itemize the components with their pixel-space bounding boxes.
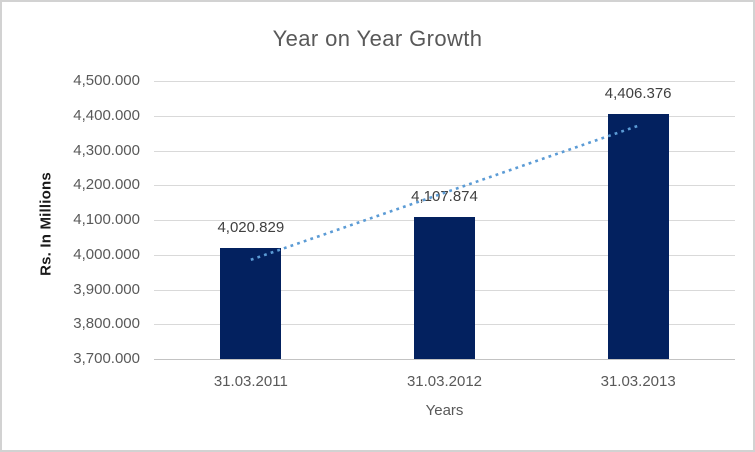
x-axis-title: Years xyxy=(425,402,464,419)
bar xyxy=(607,113,669,359)
y-tick-label: 3,900.000 xyxy=(73,280,140,298)
bar-value-label: 4,020.829 xyxy=(217,218,285,236)
bar-value-label: 4,107.874 xyxy=(411,188,478,206)
gridline xyxy=(154,81,735,82)
y-tick-label: 4,400.000 xyxy=(73,106,140,124)
x-axis-line xyxy=(154,359,735,360)
chart-title: Year on Year Growth xyxy=(272,26,483,51)
y-tick-label: 3,800.000 xyxy=(73,315,140,333)
bar-value-label: 4,406.376 xyxy=(604,84,672,102)
bar xyxy=(414,217,475,359)
bar xyxy=(220,247,282,359)
y-tick-label: 4,100.000 xyxy=(73,211,140,228)
y-tick-label: 4,000.000 xyxy=(73,245,140,263)
gridline xyxy=(154,115,735,117)
x-tick-label: 31.03.2013 xyxy=(600,373,676,390)
y-tick-label: 3,700.000 xyxy=(73,350,140,367)
x-tick-label: 31.03.2011 xyxy=(213,373,288,390)
y-tick-label: 4,300.000 xyxy=(73,141,140,159)
y-tick-label: 4,500.000 xyxy=(73,72,140,89)
x-tick-label: 31.03.2012 xyxy=(406,373,483,390)
y-tick-label: 4,200.000 xyxy=(73,176,140,194)
